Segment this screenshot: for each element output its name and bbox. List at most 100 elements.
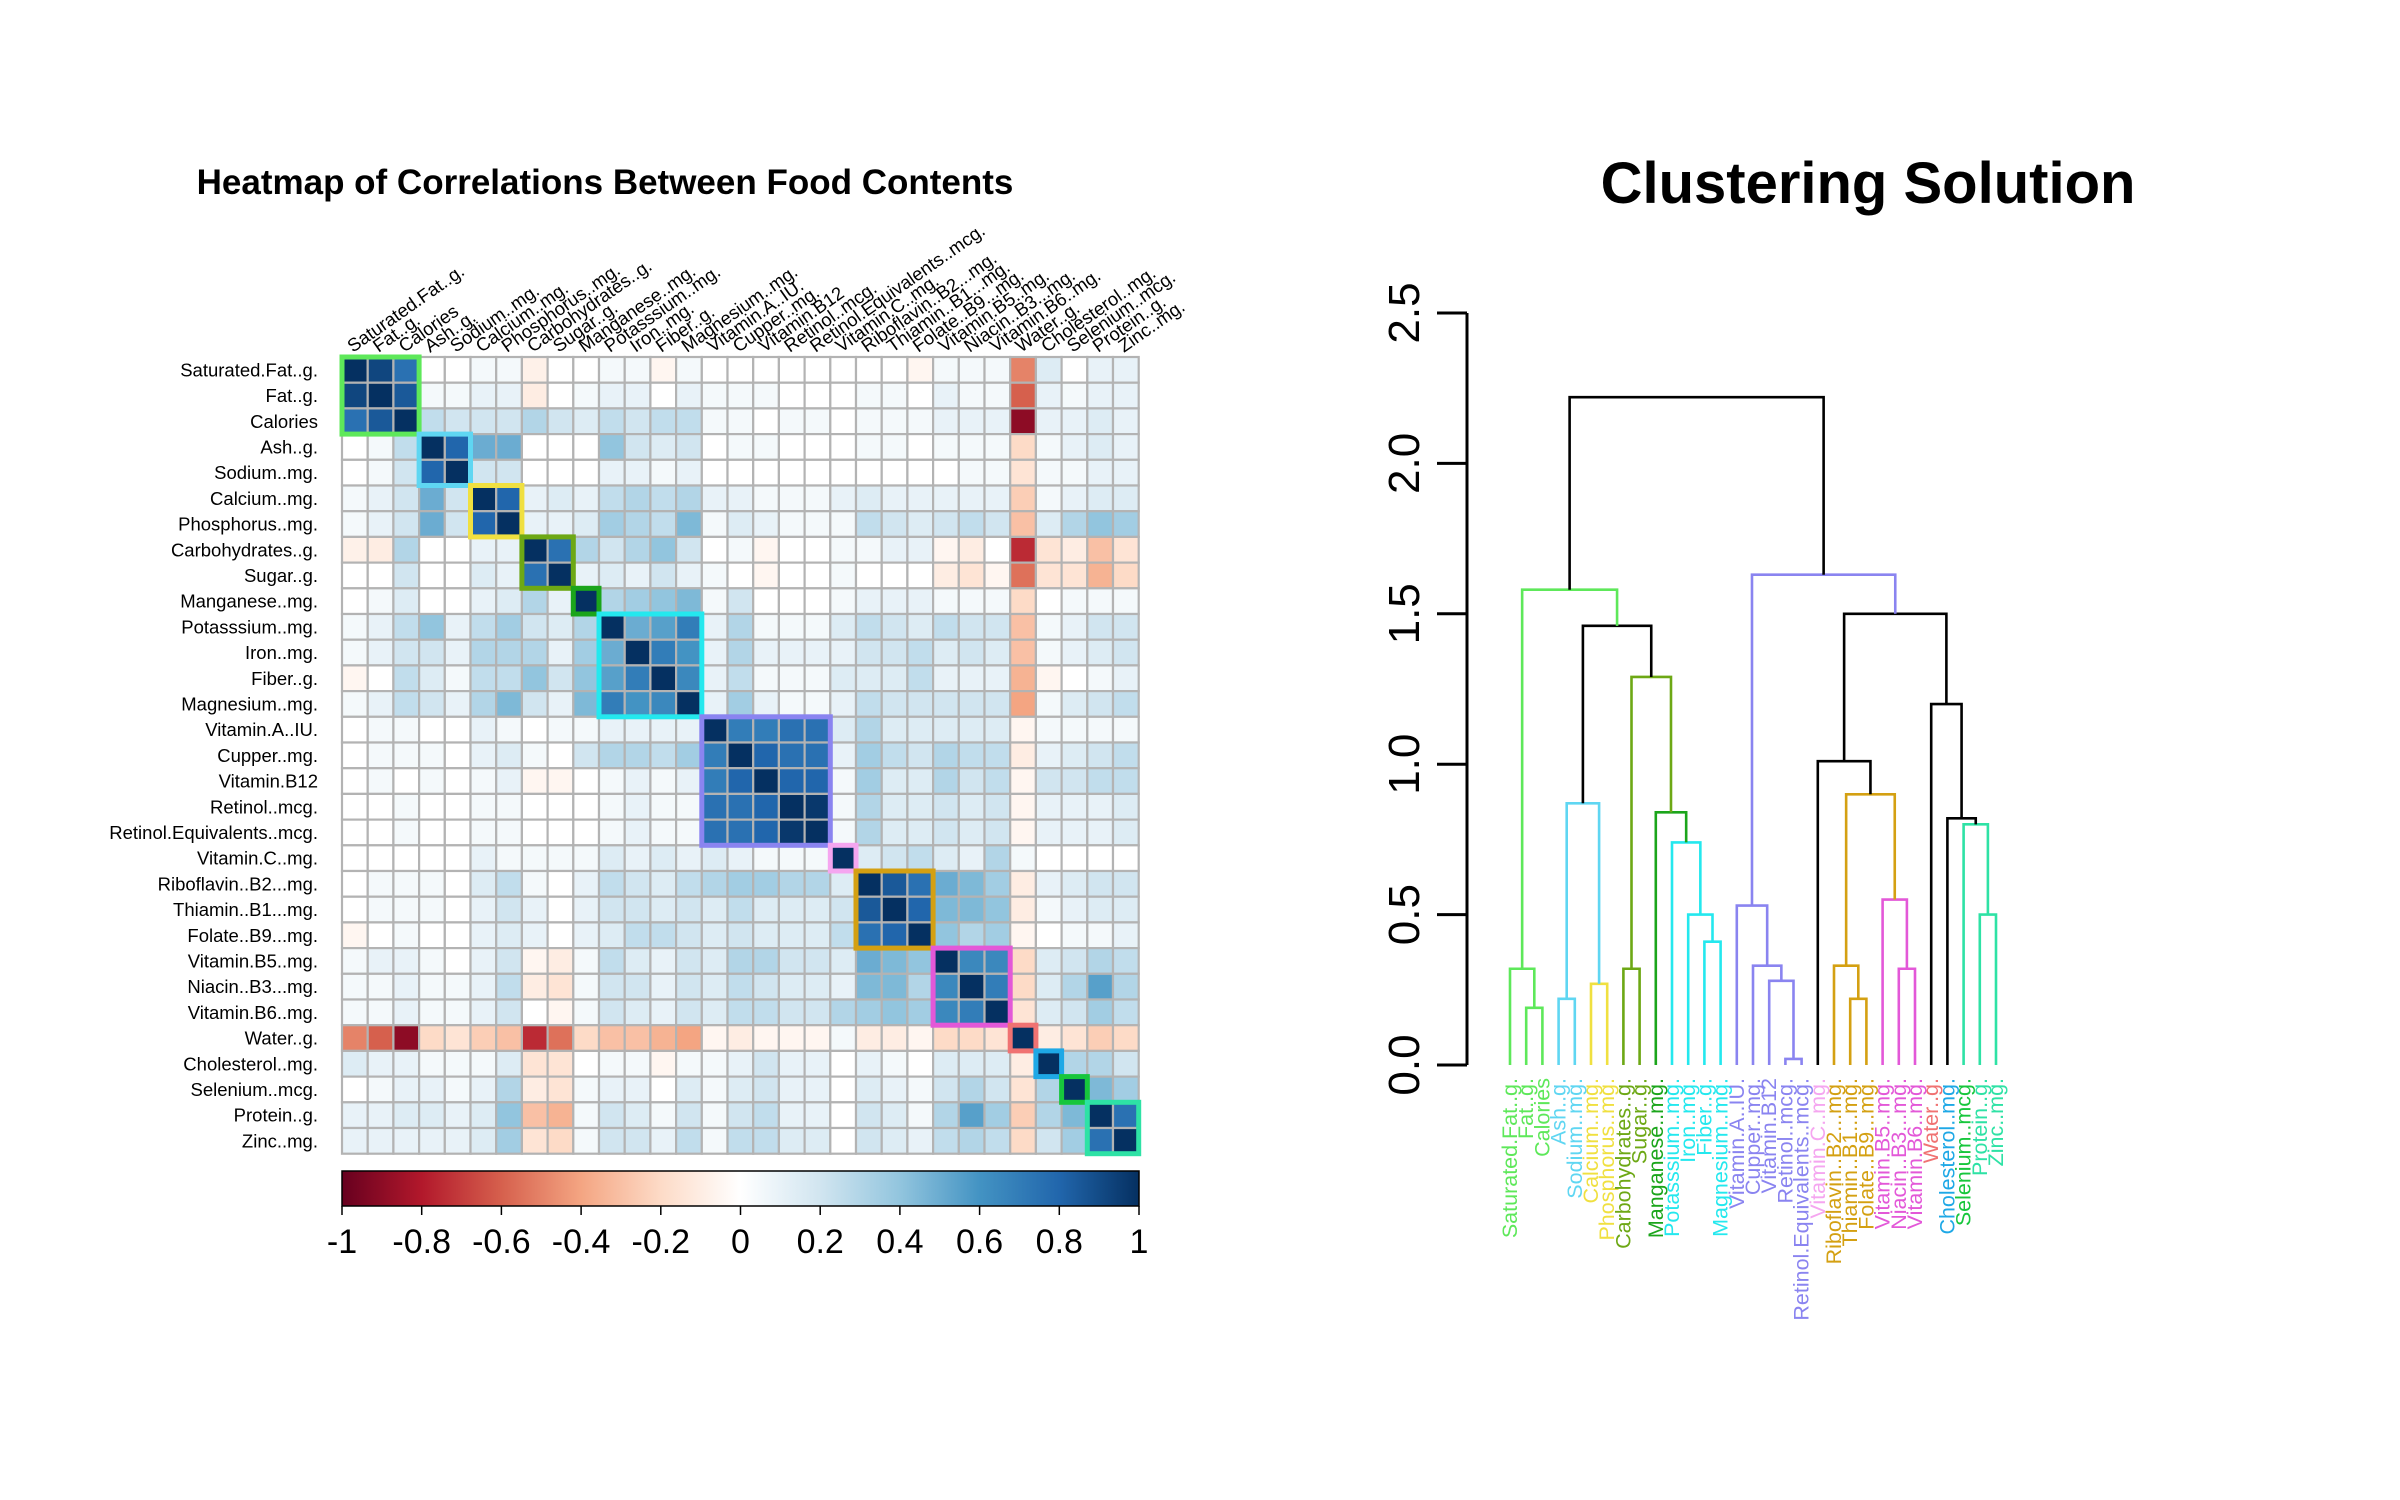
heatmap-cell	[829, 741, 858, 770]
heatmap-cell	[623, 1075, 652, 1104]
heatmap-cell	[854, 355, 883, 384]
heatmap-cell	[572, 1075, 601, 1104]
heatmap-cell	[623, 1049, 652, 1078]
heatmap-cell	[546, 689, 575, 718]
heatmap-cell	[726, 972, 755, 1001]
heatmap-cell	[443, 792, 472, 821]
heatmap-cluster-box	[519, 534, 576, 591]
heatmap-cell	[1060, 792, 1089, 821]
heatmap-cell	[803, 895, 832, 924]
heatmap-cell	[674, 638, 703, 667]
heatmap-cell	[340, 458, 369, 487]
heatmap-cell	[443, 612, 472, 641]
heatmap-cell	[829, 638, 858, 667]
heatmap-cell	[418, 869, 446, 898]
heatmap-cell	[1086, 921, 1115, 950]
heatmap-cell	[495, 792, 524, 821]
heatmap-cell	[1034, 561, 1063, 590]
heatmap-cell	[340, 484, 369, 513]
heatmap-cell	[880, 510, 909, 539]
heatmap-cell	[931, 664, 960, 693]
heatmap-cell	[1009, 1126, 1038, 1155]
heatmap-cell	[957, 895, 986, 924]
heatmap-cell	[597, 638, 626, 667]
heatmap-cell	[880, 484, 909, 513]
heatmap-row-label: Zinc..mg.	[242, 1130, 318, 1151]
heatmap-cell	[1086, 458, 1115, 487]
heatmap-cell	[906, 510, 935, 539]
heatmap-cell	[931, 767, 960, 796]
heatmap-cell	[469, 946, 498, 975]
heatmap-cell	[854, 998, 883, 1027]
heatmap-cluster-box	[468, 483, 525, 540]
heatmap-cell	[1111, 561, 1140, 590]
heatmap-cell	[1009, 355, 1038, 384]
heatmap-cell	[829, 844, 858, 873]
heatmap-cell	[880, 355, 909, 384]
heatmap-cell	[392, 715, 421, 744]
heatmap-cell	[366, 946, 395, 975]
heatmap-cell	[1034, 1024, 1063, 1052]
heatmap-cell	[366, 1024, 395, 1052]
heatmap-cell	[906, 407, 935, 436]
heatmap-cell	[803, 1024, 832, 1052]
heatmap-cell	[700, 1024, 729, 1052]
heatmap-cell	[443, 946, 472, 975]
heatmap-cell	[1086, 818, 1115, 847]
dendrogram-leaf-label: Iron..mg.	[1676, 1078, 1700, 1163]
heatmap-cell	[443, 1049, 472, 1078]
heatmap-cell	[957, 484, 986, 513]
heatmap-cell	[983, 715, 1012, 744]
heatmap-cell	[906, 484, 935, 513]
heatmap-cell	[726, 1126, 755, 1155]
heatmap-cell	[366, 355, 395, 384]
dendrogram-branch	[1557, 997, 1577, 1065]
heatmap-cell	[1086, 844, 1115, 873]
heatmap-cell	[392, 998, 421, 1027]
heatmap-cell	[957, 510, 986, 539]
heatmap-row-label: Vitamin.B12	[219, 771, 318, 792]
dendrogram-leaf-label: Riboflavin..B2...mg.	[1822, 1078, 1846, 1264]
heatmap-cell	[983, 381, 1012, 410]
heatmap-cell	[931, 433, 960, 461]
heatmap-cluster-box	[596, 611, 705, 720]
heatmap-cell	[777, 895, 806, 924]
heatmap-cell	[1111, 587, 1140, 616]
heatmap-cell	[623, 844, 652, 873]
heatmap-cell	[752, 612, 781, 641]
heatmap-cell	[983, 587, 1012, 616]
heatmap-cell	[1086, 484, 1115, 513]
heatmap-cell	[803, 407, 832, 436]
heatmap-cell	[649, 433, 678, 461]
heatmap-cell	[1086, 510, 1115, 539]
heatmap-cell	[418, 972, 446, 1001]
heatmap-cell	[623, 792, 652, 821]
heatmap-cell	[700, 664, 729, 693]
heatmap-cell	[726, 535, 755, 564]
heatmap-cell	[1034, 741, 1063, 770]
heatmap-cell	[469, 433, 498, 461]
heatmap-cell	[983, 1101, 1012, 1130]
heatmap-cell	[957, 689, 986, 718]
colorbar-tick-label: -1	[327, 1223, 357, 1261]
heatmap-cell	[1034, 587, 1063, 616]
heatmap-cell	[520, 664, 549, 693]
heatmap-cell	[957, 1024, 986, 1052]
heatmap-cell	[674, 561, 703, 590]
heatmap-cell	[854, 946, 883, 975]
heatmap-cell	[443, 895, 472, 924]
heatmap-cell	[726, 946, 755, 975]
heatmap-cell	[366, 689, 395, 718]
heatmap-cell	[829, 946, 858, 975]
heatmap-cell	[1111, 741, 1140, 770]
heatmap-cell	[1034, 921, 1063, 950]
heatmap-cell	[983, 355, 1012, 384]
heatmap-cell	[418, 1101, 446, 1130]
heatmap-cell	[1060, 741, 1089, 770]
heatmap-cell	[1086, 946, 1115, 975]
heatmap-cell	[495, 946, 524, 975]
dendrogram-branch	[1630, 675, 1673, 969]
heatmap-cell	[1009, 689, 1038, 718]
heatmap-cell	[854, 484, 883, 513]
heatmap-cell	[443, 767, 472, 796]
